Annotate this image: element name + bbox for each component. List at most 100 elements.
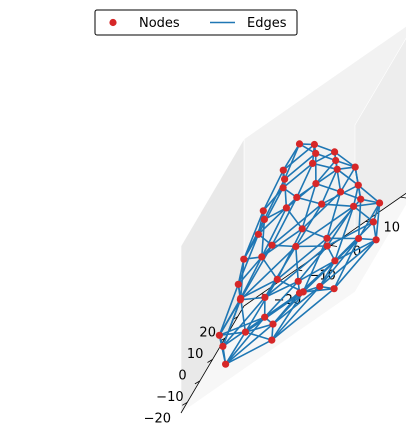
legend-edges-label: Edges	[247, 16, 287, 31]
legend: Nodes Edges	[94, 9, 298, 36]
edge-line	[264, 245, 329, 299]
edge-line	[375, 202, 381, 241]
edge-line	[334, 239, 377, 262]
edge-line	[297, 245, 329, 283]
node-point	[351, 163, 359, 171]
node-point	[259, 207, 267, 215]
node-point	[215, 331, 223, 339]
edge-line	[237, 233, 260, 286]
edge-line	[262, 169, 285, 212]
edges-layer	[218, 143, 381, 366]
node-point	[258, 253, 266, 261]
edge-line	[357, 198, 362, 240]
edge-line	[218, 283, 240, 337]
node-point	[273, 275, 281, 283]
edge-line	[318, 239, 377, 288]
y-tick-label: 10	[384, 220, 401, 235]
edge-line	[257, 196, 298, 236]
node-point	[240, 255, 248, 263]
edge-line	[243, 210, 265, 261]
node-point	[219, 342, 227, 350]
edge-line	[224, 339, 273, 366]
x-tick-label: −10	[156, 390, 183, 405]
edge-line	[222, 298, 242, 348]
edge-line	[301, 228, 328, 240]
edge-line	[239, 297, 247, 333]
edge-line	[271, 244, 297, 248]
edge-line	[295, 162, 314, 199]
edge-line	[333, 151, 357, 168]
edge-line	[283, 152, 317, 180]
edge-line	[239, 245, 297, 301]
edge-line	[239, 278, 279, 300]
node-point	[354, 181, 362, 189]
node-point	[261, 313, 269, 321]
edge-line	[218, 297, 242, 337]
edge-line	[352, 184, 360, 208]
node-point	[237, 294, 245, 302]
edge-line	[302, 287, 335, 293]
x-tick-label: 20	[199, 326, 216, 341]
edge-line	[295, 196, 323, 205]
edge-line	[270, 291, 305, 341]
node-point	[369, 218, 377, 226]
node-point	[372, 236, 380, 244]
edge-line	[263, 280, 300, 319]
edge-line	[326, 205, 355, 247]
edge-line	[271, 203, 323, 246]
x-tick-label: 0	[178, 369, 186, 384]
node-point	[295, 140, 304, 148]
edge-line	[301, 191, 342, 230]
edge-line	[285, 182, 317, 209]
edge-line	[283, 178, 288, 209]
node-point	[234, 280, 242, 288]
edge-line	[294, 205, 355, 248]
node-point	[323, 242, 331, 250]
edge-line	[283, 143, 301, 180]
node-point	[261, 293, 269, 301]
edge-line	[276, 228, 304, 281]
node-point	[309, 159, 317, 167]
node-point	[376, 199, 384, 207]
edge-line	[218, 331, 247, 337]
x-tick-label: 10	[187, 347, 204, 362]
edge-line	[272, 291, 305, 325]
edge-line	[239, 244, 273, 301]
edge-line	[262, 187, 284, 212]
edge-line	[320, 203, 355, 208]
node-point	[337, 188, 345, 196]
edge-line	[339, 166, 357, 193]
edge-line	[298, 259, 336, 294]
node-point	[310, 140, 318, 149]
edge-line	[263, 292, 301, 319]
node-point	[318, 200, 326, 208]
edge-line	[334, 205, 355, 262]
edge-line	[244, 323, 274, 333]
node-point	[222, 360, 230, 368]
nodes-layer	[215, 140, 384, 368]
node-point	[269, 320, 277, 328]
edge-line	[315, 182, 342, 193]
edge-line	[294, 245, 300, 283]
node-point	[312, 180, 320, 188]
node-point	[292, 242, 300, 251]
node-point	[333, 165, 341, 173]
edge-line	[357, 184, 381, 204]
edge-line	[315, 159, 337, 185]
node-point	[323, 234, 331, 242]
edge-line	[352, 202, 381, 208]
edge-line	[276, 237, 328, 281]
x-tick	[194, 380, 201, 385]
node-point	[268, 336, 276, 344]
node-point	[294, 277, 302, 285]
edge-line	[224, 316, 266, 366]
edge-line	[224, 323, 274, 366]
x-tick-label: −20	[144, 411, 171, 426]
edge-line	[257, 187, 284, 236]
node-point	[332, 156, 340, 165]
edge-line	[260, 218, 266, 258]
x-tick	[182, 401, 188, 406]
node-point	[330, 285, 338, 293]
edge-line	[244, 291, 305, 333]
